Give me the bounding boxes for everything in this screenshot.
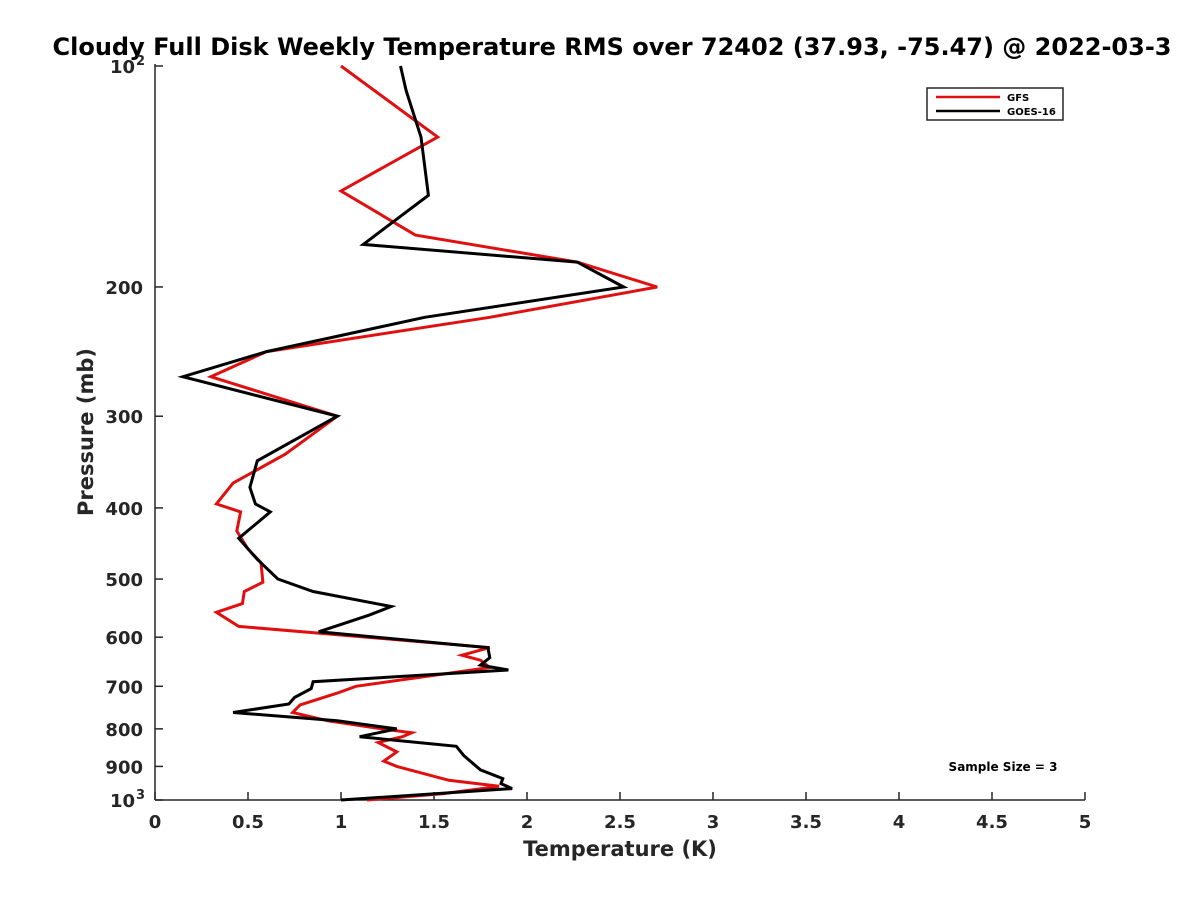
x-tick-label: 0.5: [232, 812, 264, 833]
x-tick-label: 2.5: [604, 812, 636, 833]
legend-label-gfs: GFS: [1007, 93, 1029, 104]
y-tick-label: 200: [105, 278, 143, 299]
x-tick-label: 5: [1079, 812, 1092, 833]
legend: GFS GOES-16: [926, 87, 1064, 121]
series-line-gfs: [206, 64, 658, 802]
series-layer: [177, 64, 658, 802]
sample-size-annotation: Sample Size = 3: [949, 760, 1058, 774]
y-tick-base: 10: [110, 57, 135, 78]
y-tick-label: 400: [105, 499, 143, 520]
y-tick-label: 300: [105, 407, 143, 428]
y-tick-label: 900: [105, 757, 143, 778]
x-tick-label: 1.5: [418, 812, 450, 833]
y-tick-base: 10: [110, 791, 135, 812]
plot-area: [154, 64, 1085, 801]
series-line-goes16: [177, 65, 629, 802]
y-tick-exponent: 2: [136, 54, 145, 69]
x-axis-label: Temperature (K): [523, 837, 717, 861]
y-axis-label: Pressure (mb): [74, 348, 98, 516]
x-tick-label: 2: [521, 812, 534, 833]
x-tick-label: 4: [893, 812, 906, 833]
y-tick-exponent: 3: [136, 788, 145, 803]
y-tick-label: 800: [105, 720, 143, 741]
y-tick-label: 600: [105, 628, 143, 649]
x-tick-label: 3: [707, 812, 720, 833]
x-tick-label: 1: [335, 812, 348, 833]
x-tick-label: 0: [149, 812, 162, 833]
chart-title: Cloudy Full Disk Weekly Temperature RMS …: [53, 33, 1172, 61]
x-ticks: 0 0.5 1 1.5 2 2.5 3 3.5 4 4.5 5: [149, 792, 1092, 833]
y-tick-label: 700: [105, 677, 143, 698]
y-tick-label: 500: [105, 570, 143, 591]
y-tick-label: 10: [110, 57, 135, 78]
x-tick-label: 4.5: [976, 812, 1008, 833]
x-tick-label: 3.5: [790, 812, 822, 833]
legend-box: [926, 87, 1064, 121]
y-tick-label: 10: [110, 791, 135, 812]
legend-label-goes16: GOES-16: [1007, 107, 1056, 118]
